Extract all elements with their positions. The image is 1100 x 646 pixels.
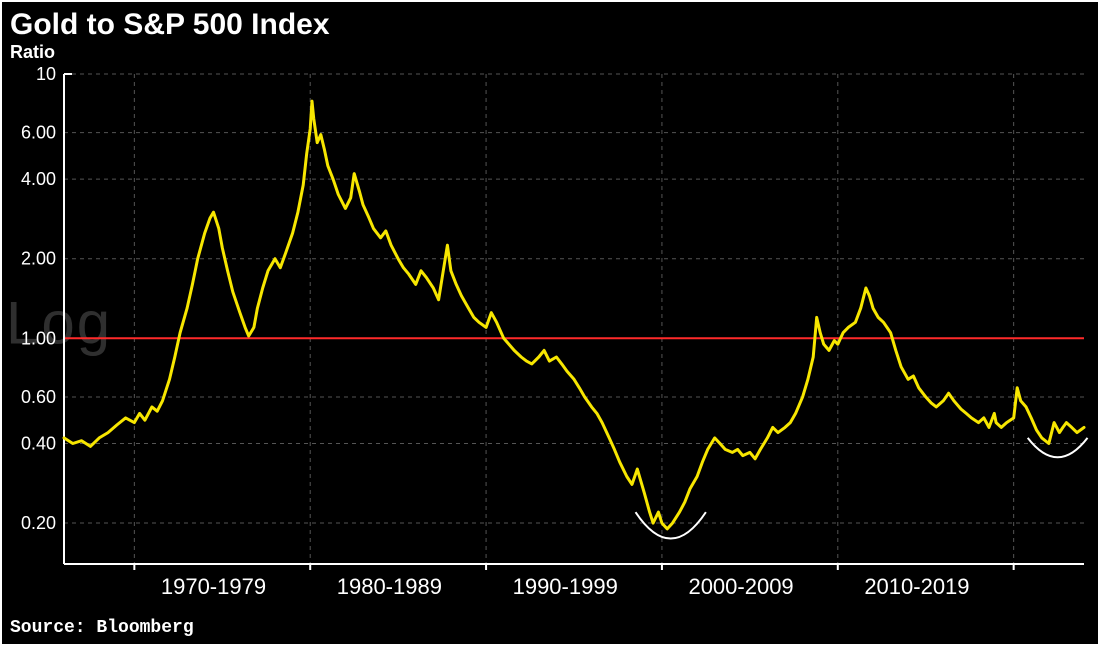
svg-text:6.00: 6.00 [21, 123, 56, 143]
svg-text:0.40: 0.40 [21, 433, 56, 453]
svg-text:2010-2019: 2010-2019 [864, 574, 969, 599]
chart-title: Gold to S&P 500 Index [2, 2, 1098, 42]
svg-text:0.60: 0.60 [21, 387, 56, 407]
svg-text:2.00: 2.00 [21, 249, 56, 269]
svg-text:2000-2009: 2000-2009 [688, 574, 793, 599]
svg-text:10: 10 [36, 64, 56, 84]
svg-text:0.20: 0.20 [21, 513, 56, 533]
svg-text:1.00: 1.00 [21, 328, 56, 348]
chart-svg: 0.20 0.40 0.60 1.00 2.00 4.00 6.00 10 1970-1979 1… [2, 64, 1098, 614]
chart-frame: Gold to S&P 500 Index Ratio Log 0.200.40… [0, 0, 1100, 646]
chart-area: 0.20 0.40 0.60 1.00 2.00 4.00 6.00 10 1970-1979 1… [2, 64, 1098, 614]
source-label: Source: Bloomberg [10, 618, 194, 638]
svg-text:1990-1999: 1990-1999 [513, 574, 618, 599]
svg-text:1970-1979: 1970-1979 [161, 574, 266, 599]
svg-text:4.00: 4.00 [21, 169, 56, 189]
svg-text:1980-1989: 1980-1989 [337, 574, 442, 599]
